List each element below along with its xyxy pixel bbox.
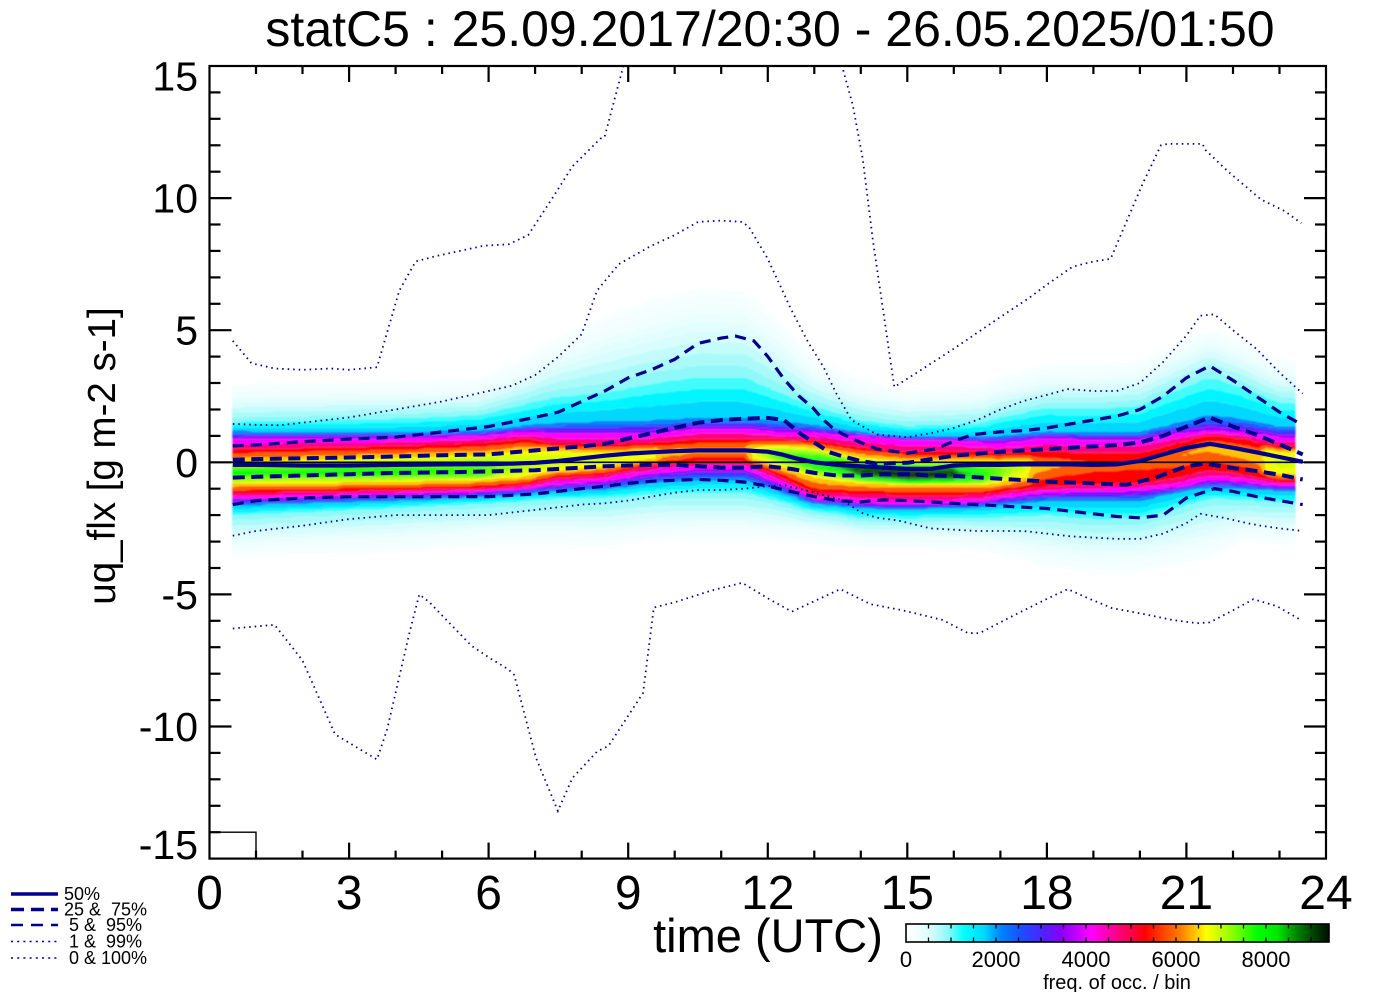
- svg-text:12: 12: [741, 867, 794, 920]
- svg-text:3: 3: [336, 867, 363, 920]
- svg-text:5: 5: [175, 308, 198, 354]
- svg-text:0: 0: [900, 947, 912, 972]
- svg-text:6000: 6000: [1152, 947, 1201, 972]
- svg-text:15: 15: [881, 867, 934, 920]
- svg-text:8000: 8000: [1242, 947, 1291, 972]
- svg-text:10: 10: [152, 176, 198, 222]
- svg-text:0: 0: [196, 867, 223, 920]
- svg-text:-15: -15: [139, 822, 198, 868]
- svg-text:5 & 95%: 5 & 95%: [64, 915, 142, 935]
- svg-text:50%: 50%: [64, 884, 100, 904]
- svg-text:6: 6: [475, 867, 502, 920]
- svg-text:uq_flx [g m-2 s-1]: uq_flx [g m-2 s-1]: [81, 307, 124, 604]
- svg-text:-10: -10: [139, 704, 198, 750]
- svg-text:freq. of occ. / bin: freq. of occ. / bin: [1043, 972, 1191, 992]
- svg-text:statC5 : 25.09.2017/20:30 - 26: statC5 : 25.09.2017/20:30 - 26.05.2025/0…: [265, 1, 1274, 57]
- svg-text:4000: 4000: [1062, 947, 1111, 972]
- svg-text:0 & 100%: 0 & 100%: [64, 948, 147, 968]
- svg-text:2000: 2000: [972, 947, 1021, 972]
- svg-text:1 & 99%: 1 & 99%: [64, 932, 142, 952]
- svg-text:24: 24: [1299, 867, 1352, 920]
- svg-text:21: 21: [1160, 867, 1213, 920]
- svg-text:15: 15: [152, 54, 198, 100]
- svg-text:-5: -5: [162, 572, 198, 618]
- svg-text:18: 18: [1020, 867, 1073, 920]
- svg-text:time (UTC): time (UTC): [653, 909, 883, 962]
- svg-text:0: 0: [175, 440, 198, 486]
- svg-text:25 & 75%: 25 & 75%: [64, 900, 147, 920]
- svg-text:9: 9: [615, 867, 642, 920]
